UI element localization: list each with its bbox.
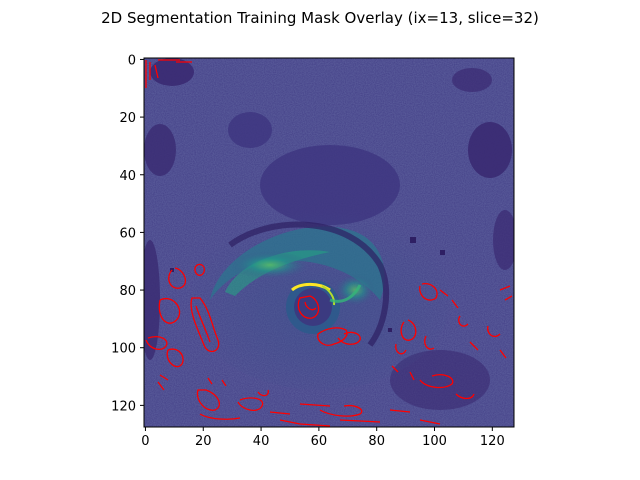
mask-contour xyxy=(157,374,169,391)
y-tick-label: 120 xyxy=(111,399,136,414)
y-tick-label: 100 xyxy=(111,342,136,357)
mask-contour xyxy=(257,389,269,397)
mask-contour xyxy=(195,305,211,343)
mask-contour xyxy=(237,397,264,412)
mask-contour xyxy=(145,336,168,351)
y-tick-label: 40 xyxy=(119,169,136,184)
mask-contour xyxy=(319,404,363,417)
mask-contour xyxy=(207,377,227,387)
y-axis: 0 20 40 60 80 100 120 xyxy=(111,53,144,414)
mask-contour xyxy=(145,60,159,88)
mask-contour xyxy=(297,295,320,319)
mask-contour xyxy=(196,389,220,411)
x-tick-label: 20 xyxy=(195,434,212,449)
mask-contour xyxy=(158,297,181,324)
mask-contour xyxy=(499,285,513,301)
chart-title: 2D Segmentation Training Mask Overlay (i… xyxy=(101,9,539,27)
x-tick-label: 120 xyxy=(480,434,505,449)
mask-contour xyxy=(194,263,206,276)
axes-frame xyxy=(143,57,515,428)
mask-contour xyxy=(299,419,441,427)
mask-contour xyxy=(304,301,317,311)
x-tick-label: 40 xyxy=(253,434,270,449)
mask-contour xyxy=(337,331,361,345)
mask-contour xyxy=(458,315,469,327)
mask-contour xyxy=(168,267,187,289)
mask-contour xyxy=(317,327,348,346)
mask-contour xyxy=(439,289,459,309)
y-tick-label: 80 xyxy=(119,284,136,299)
mask-contour xyxy=(190,297,220,353)
mask-contour xyxy=(158,59,192,63)
mask-contour xyxy=(199,413,241,420)
x-tick-label: 0 xyxy=(141,434,149,449)
mask-contour xyxy=(419,374,454,389)
y-tick-label: 0 xyxy=(128,53,136,68)
mask-contour xyxy=(166,348,184,368)
mask-contour xyxy=(395,343,407,355)
mask-contour xyxy=(391,365,415,381)
x-axis: 0 20 40 60 80 100 120 xyxy=(141,427,505,449)
mask-overlay xyxy=(145,59,513,427)
mask-contour xyxy=(424,335,435,350)
mask-contour xyxy=(487,325,501,338)
mri-image xyxy=(144,58,514,427)
mask-contour xyxy=(269,403,331,425)
mask-contour xyxy=(455,393,475,400)
mask-contour xyxy=(419,283,438,301)
y-tick-label: 60 xyxy=(119,226,136,241)
mask-contour xyxy=(400,319,417,341)
x-tick-label: 80 xyxy=(368,434,385,449)
x-tick-label: 100 xyxy=(422,434,447,449)
y-tick-label: 20 xyxy=(119,111,136,126)
mask-contour xyxy=(469,341,507,359)
mask-contour xyxy=(339,409,411,423)
x-tick-label: 60 xyxy=(311,434,328,449)
